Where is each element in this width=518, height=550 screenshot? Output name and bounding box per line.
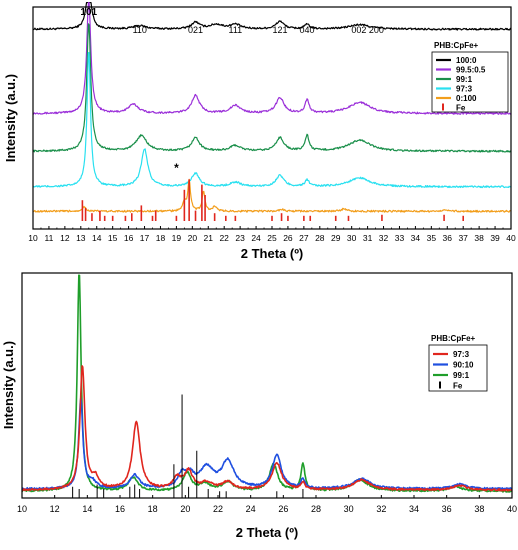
- x-tick-label: 21: [204, 233, 214, 243]
- legend-label: 97:3: [456, 85, 473, 94]
- peak-label: 121: [272, 25, 287, 35]
- x-tick-label: 33: [395, 233, 405, 243]
- x-tick-label: 12: [60, 233, 70, 243]
- peak-marker: *: [174, 161, 179, 175]
- legend-label: 97:3: [453, 350, 470, 359]
- series-line: [21, 396, 513, 491]
- y-axis-title: Intensity (a.u.): [3, 74, 18, 162]
- legend-label: 0:100: [456, 94, 477, 103]
- x-tick-label: 18: [148, 504, 158, 514]
- x-tick-label: 36: [443, 233, 453, 243]
- plot-frame: [21, 272, 513, 499]
- legend-title: PHB:CpFe+: [431, 334, 476, 343]
- x-tick-label: 25: [267, 233, 277, 243]
- x-tick-label: 10: [28, 233, 38, 243]
- x-tick-label: 32: [379, 233, 389, 243]
- x-tick-label: 24: [251, 233, 261, 243]
- peak-labels: 101 110 021 111 121 040 002 200 *: [80, 7, 383, 175]
- peak-label: 040: [300, 25, 315, 35]
- legend-label: 99:1: [453, 371, 470, 380]
- x-tick-label: 35: [427, 233, 437, 243]
- chart-bottom-xrd: 10 12 14 16 18 20 22 24 26 28 30 32 34 36 38 40 2 Theta…: [1, 272, 517, 540]
- x-tick-label: 29: [331, 233, 341, 243]
- series-line: [21, 365, 513, 492]
- x-axis-title: 2 Theta (º): [236, 525, 299, 540]
- legend-label: 99.5:0.5: [456, 66, 486, 75]
- series-group: [21, 274, 513, 493]
- x-tick-label: 26: [283, 233, 293, 243]
- x-tick-label: 26: [278, 504, 288, 514]
- legend-title: PHB:CpFe+: [434, 41, 479, 50]
- x-tick-label: 12: [50, 504, 60, 514]
- peak-label: 101: [80, 7, 97, 18]
- x-tick-label: 36: [442, 504, 452, 514]
- legend-label: Fe: [453, 382, 463, 391]
- x-tick-label: 30: [344, 504, 354, 514]
- series-line: [32, 1, 512, 31]
- x-tick-label: 13: [76, 233, 86, 243]
- x-tick-label: 39: [490, 233, 500, 243]
- legend-box: [428, 344, 488, 392]
- x-tick-label: 16: [124, 233, 134, 243]
- x-tick-label: 34: [409, 504, 419, 514]
- x-tick-label: 38: [474, 504, 484, 514]
- x-tick-label: 32: [376, 504, 386, 514]
- x-tick-label: 11: [45, 233, 54, 243]
- x-tick-label: 28: [315, 233, 325, 243]
- legend-label: 99:1: [456, 75, 473, 84]
- y-axis-title: Intensity (a.u.): [1, 341, 16, 429]
- x-tick-label: 18: [156, 233, 166, 243]
- series-line: [32, 1, 512, 115]
- x-tick-label: 34: [411, 233, 421, 243]
- series-group: [32, 1, 512, 213]
- x-tick-label: 20: [188, 233, 198, 243]
- legend-label: 100:0: [456, 56, 477, 65]
- peak-label: 002 200: [351, 25, 384, 35]
- x-tick-label: 17: [140, 233, 150, 243]
- x-tick-label: 22: [219, 233, 229, 243]
- x-tick-label: 14: [82, 504, 92, 514]
- legend-label: Fe: [456, 104, 466, 113]
- x-tick-label: 20: [180, 504, 190, 514]
- x-tick-label: 40: [506, 233, 516, 243]
- x-tick-label: 30: [347, 233, 357, 243]
- x-tick-label: 27: [299, 233, 309, 243]
- x-tick-label: 38: [474, 233, 484, 243]
- x-tick-label: 15: [108, 233, 118, 243]
- x-tick-label: 10: [17, 504, 27, 514]
- peak-label: 021: [188, 25, 203, 35]
- series-line: [32, 23, 512, 153]
- x-tick-label: 37: [458, 233, 468, 243]
- x-tick-label: 14: [92, 233, 102, 243]
- series-line: [32, 51, 512, 189]
- peak-label: 111: [229, 25, 243, 35]
- x-tick-label: 40: [507, 504, 517, 514]
- reference-sticks: [81, 179, 465, 221]
- x-axis-ticks: 10 12 14 16 18 20 22 24 26 28 30 32 34 36 38 40: [17, 495, 517, 514]
- x-tick-label: 22: [213, 504, 223, 514]
- x-tick-label: 19: [172, 233, 182, 243]
- x-tick-label: 24: [246, 504, 256, 514]
- series-line: [32, 178, 512, 213]
- peak-label: 110: [133, 25, 147, 35]
- x-tick-label: 28: [311, 504, 321, 514]
- legend-box: [431, 51, 509, 113]
- x-tick-label: 31: [363, 233, 373, 243]
- x-axis-ticks: 10 11 12 13 14 15 16 17 18 19 20 21 22 23 24 25 26 27 28 29…: [28, 226, 516, 243]
- reference-sticks: [72, 394, 304, 498]
- x-axis-title: 2 Theta (º): [241, 246, 304, 261]
- x-tick-label: 23: [235, 233, 245, 243]
- legend-label: 90:10: [453, 361, 474, 370]
- x-tick-label: 16: [115, 504, 125, 514]
